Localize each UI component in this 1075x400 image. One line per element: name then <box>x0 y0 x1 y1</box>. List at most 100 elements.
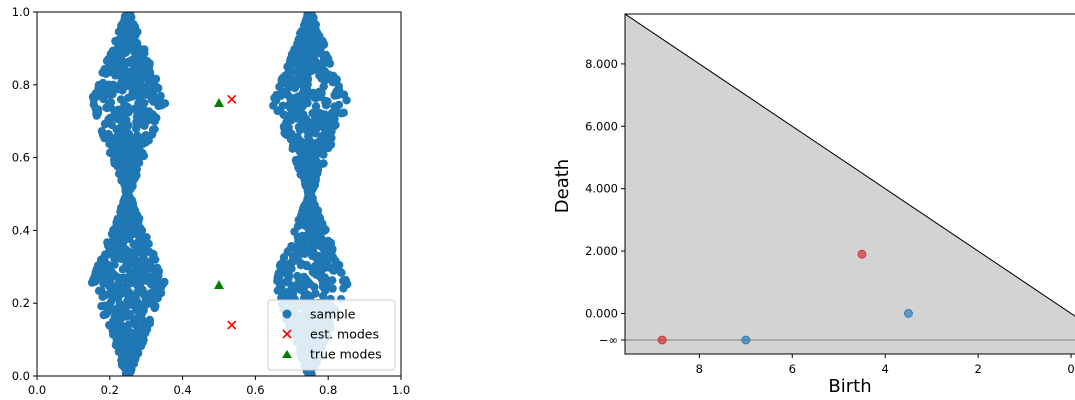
sample-point <box>141 82 150 91</box>
sample-point <box>293 157 303 166</box>
legend-est-label: est. modes <box>310 327 379 342</box>
sample-point <box>117 355 127 364</box>
y-tick-label: 0.4 <box>12 223 30 237</box>
sample-point <box>132 118 141 127</box>
sample-point <box>119 152 128 162</box>
sample-point <box>103 238 112 247</box>
sample-point <box>133 299 143 308</box>
sample-point <box>298 169 307 179</box>
x-tick-label: 4 <box>882 362 889 376</box>
sample-point <box>285 82 294 92</box>
sample-point <box>326 238 336 247</box>
sample-point <box>117 176 126 185</box>
sample-point <box>305 91 314 100</box>
sample-point <box>147 130 157 139</box>
sample-point <box>130 58 140 67</box>
sample-point <box>110 68 120 77</box>
sample-point <box>298 207 307 216</box>
sample-point <box>148 298 157 308</box>
sample-point <box>331 120 340 130</box>
sample-point <box>135 136 144 146</box>
left-x-axis: 0.0 0.2 0.4 0.6 0.8 1.0 <box>28 376 410 397</box>
sample-point <box>303 218 312 227</box>
sample-point <box>286 135 296 144</box>
sample-point <box>151 255 160 264</box>
sample-point <box>121 46 131 55</box>
sample-point <box>324 129 334 138</box>
sample-point <box>318 291 328 301</box>
legend-est-marker <box>282 329 292 339</box>
sample-point <box>308 268 318 277</box>
x-tick-label: 8 <box>696 362 703 376</box>
sample-point <box>288 111 298 120</box>
sample-point <box>301 199 310 208</box>
sample-point <box>121 194 131 203</box>
sample-point <box>317 74 326 83</box>
sample-point <box>311 218 321 227</box>
sample-point <box>339 108 348 117</box>
sample-point <box>293 271 302 281</box>
sample-point <box>328 78 337 87</box>
sample-point <box>284 287 293 296</box>
sample-point <box>105 245 114 255</box>
sample-point <box>309 57 318 66</box>
sample-point <box>104 100 113 110</box>
sample-point <box>130 342 139 352</box>
sample-point <box>279 253 289 262</box>
x-tick-label: 0.2 <box>101 383 119 397</box>
sample-point <box>277 77 287 86</box>
sample-point <box>295 125 305 135</box>
sample-point <box>279 123 289 132</box>
sample-point <box>286 94 295 103</box>
sample-point <box>321 140 331 150</box>
est-mode-marker <box>227 320 237 330</box>
y-tick-label: 2.000 <box>585 244 618 258</box>
x-tick-label: 0.0 <box>28 383 46 397</box>
sample-point <box>145 319 155 328</box>
y-tick-label: 0.8 <box>12 78 30 92</box>
sample-point <box>311 233 320 243</box>
sample-point <box>100 68 110 78</box>
sample-point <box>327 108 337 118</box>
sample-point <box>99 279 108 288</box>
sample-point <box>290 45 299 54</box>
sample-point <box>143 60 152 69</box>
sample-point <box>125 276 134 286</box>
x-tick-label: 0.8 <box>319 383 337 397</box>
sample-point <box>124 139 133 149</box>
sample-point <box>320 243 330 252</box>
sample-point <box>303 117 313 126</box>
true-mode-marker <box>214 98 224 107</box>
sample-point <box>129 240 138 249</box>
sample-point <box>303 290 312 299</box>
sample-point <box>312 122 321 131</box>
sample-point <box>125 248 135 257</box>
y-tick-label: 0.000 <box>585 306 618 320</box>
sample-point <box>309 209 319 219</box>
sample-point <box>119 205 128 214</box>
sample-point <box>318 134 327 144</box>
y-tick-label: 0.2 <box>12 296 30 310</box>
sample-point <box>140 291 149 300</box>
sample-point <box>304 369 313 376</box>
sample-point <box>309 169 318 178</box>
y-tick-label: 6.000 <box>585 119 618 133</box>
persistence-points <box>657 249 913 345</box>
sample-point <box>128 221 137 230</box>
sample-point <box>305 180 315 189</box>
sample-point <box>298 248 308 258</box>
sample-point <box>129 148 138 157</box>
sample-point <box>137 338 146 347</box>
sample-point <box>153 279 162 288</box>
sample-point <box>295 258 305 267</box>
sample-point <box>112 247 122 256</box>
sample-point <box>117 283 126 292</box>
sample-point <box>311 161 320 170</box>
legend: sample est. modes true modes <box>267 299 396 371</box>
sample-point <box>98 78 108 88</box>
y-tick-label: 8.000 <box>585 57 618 71</box>
sample-point <box>127 207 137 216</box>
sample-point <box>108 135 117 144</box>
sample-point <box>134 157 143 166</box>
sample-point <box>299 96 308 106</box>
